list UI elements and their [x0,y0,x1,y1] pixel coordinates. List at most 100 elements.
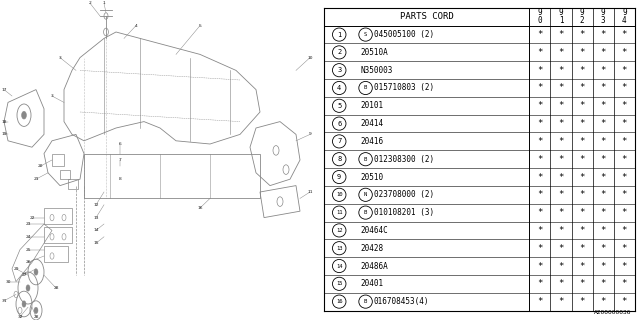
Text: 18: 18 [1,120,7,124]
Text: *: * [579,66,585,75]
Text: 4: 4 [337,85,341,91]
Text: *: * [600,66,606,75]
Text: *: * [600,244,606,253]
Text: *: * [579,155,585,164]
Text: 13: 13 [93,216,99,220]
Text: *: * [537,172,543,181]
Text: 12: 12 [93,203,99,207]
Text: *: * [558,119,564,128]
Text: *: * [579,297,585,306]
Text: 9
1: 9 1 [559,8,563,25]
Text: 1: 1 [337,32,341,37]
Text: *: * [558,261,564,270]
Text: *: * [579,190,585,199]
Text: 20416: 20416 [360,137,383,146]
Text: 20: 20 [37,164,43,168]
Text: *: * [600,297,606,306]
Text: *: * [621,137,627,146]
Text: 16: 16 [197,206,203,210]
Text: *: * [621,66,627,75]
Text: 15: 15 [336,281,342,286]
Text: *: * [558,190,564,199]
Text: *: * [600,226,606,235]
Text: *: * [600,155,606,164]
Text: 20414: 20414 [360,119,383,128]
Text: 7: 7 [118,158,122,162]
Text: *: * [558,30,564,39]
Text: *: * [537,297,543,306]
Text: 9: 9 [337,174,341,180]
Text: 13: 13 [336,246,342,251]
Text: *: * [537,48,543,57]
Text: 3: 3 [59,56,61,60]
Text: B: B [364,85,367,91]
Text: *: * [600,261,606,270]
Text: B: B [364,299,367,304]
Text: *: * [600,30,606,39]
Text: *: * [579,48,585,57]
Text: *: * [600,137,606,146]
Text: *: * [537,279,543,288]
Text: 6: 6 [118,142,122,146]
Text: *: * [579,172,585,181]
Text: *: * [621,155,627,164]
Text: 23: 23 [25,222,31,226]
Bar [44,208,72,224]
Text: 31: 31 [1,299,7,303]
Circle shape [283,165,289,174]
Text: *: * [621,226,627,235]
Text: *: * [558,172,564,181]
Text: 11: 11 [307,190,313,194]
Circle shape [26,285,30,291]
Text: *: * [558,244,564,253]
Text: 5: 5 [337,103,341,109]
Text: 10: 10 [336,192,342,197]
Text: 20401: 20401 [360,279,383,288]
Text: *: * [558,48,564,57]
Text: S: S [364,32,367,37]
Text: 26: 26 [25,260,31,264]
Text: *: * [558,155,564,164]
Text: *: * [579,208,585,217]
Text: *: * [579,261,585,270]
Text: 16: 16 [336,299,342,304]
Text: 2: 2 [88,1,92,5]
Text: 7: 7 [337,138,341,144]
Text: 21: 21 [33,177,39,181]
Text: A200000036: A200000036 [594,309,632,315]
Text: *: * [600,208,606,217]
Text: *: * [600,119,606,128]
Text: *: * [537,30,543,39]
Text: 14: 14 [336,263,342,268]
Text: 17: 17 [1,88,7,92]
Circle shape [22,111,26,119]
Text: *: * [621,279,627,288]
Bar [60,170,70,179]
Text: *: * [600,48,606,57]
Text: *: * [621,84,627,92]
Circle shape [34,307,38,314]
Text: *: * [621,48,627,57]
Text: *: * [621,208,627,217]
Text: 27: 27 [21,273,27,277]
Text: *: * [600,172,606,181]
Text: *: * [579,244,585,253]
Text: 9
0: 9 0 [538,8,542,25]
Text: *: * [537,66,543,75]
Circle shape [273,146,279,155]
Text: B: B [364,210,367,215]
Text: 9: 9 [308,132,312,136]
Text: 20510: 20510 [360,172,383,181]
Text: *: * [621,244,627,253]
Text: *: * [621,297,627,306]
Text: 28: 28 [53,286,59,290]
Text: 016708453(4): 016708453(4) [374,297,429,306]
Text: *: * [558,208,564,217]
Text: 28: 28 [33,315,39,319]
Text: 9
3: 9 3 [601,8,605,25]
Text: *: * [621,190,627,199]
Bar [52,154,64,166]
Text: *: * [621,101,627,110]
Text: *: * [558,137,564,146]
Text: *: * [600,84,606,92]
